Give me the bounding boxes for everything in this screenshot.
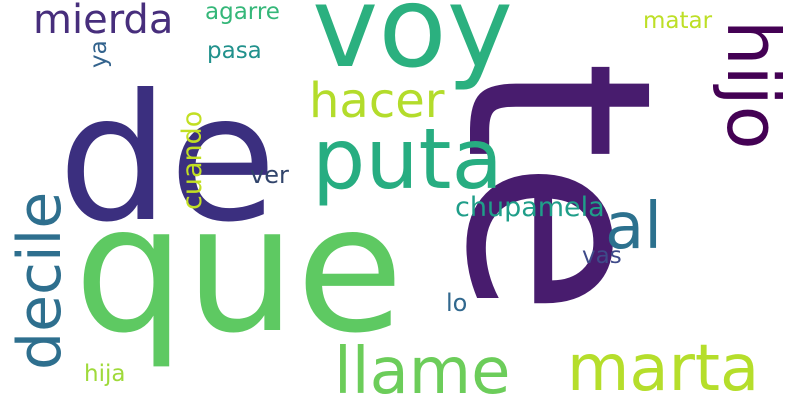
word-que: que — [74, 169, 404, 372]
word-cuando: cuando — [177, 111, 208, 210]
word-pasa: pasa — [207, 38, 262, 64]
word-te: te — [409, 60, 706, 317]
word-matar: matar — [643, 8, 713, 34]
word-marta: marta — [567, 332, 759, 400]
word-llame: llame — [334, 335, 511, 400]
word-hacer: hacer — [309, 73, 445, 129]
word-mierda: mierda — [33, 0, 173, 43]
word-lo: lo — [446, 289, 467, 317]
word-decile: decile — [5, 192, 75, 370]
word-vas: vas — [582, 243, 622, 269]
word-al: al — [605, 190, 662, 264]
word-puta: puta — [312, 110, 503, 208]
word-agarre: agarre — [205, 0, 280, 25]
word-voy: voy — [312, 0, 513, 93]
word-hija: hija — [84, 361, 125, 387]
word-de: de — [58, 58, 277, 261]
word-ver: ver — [250, 161, 289, 189]
word-ya: ya — [86, 40, 112, 68]
word-hijo: hijo — [711, 20, 795, 150]
word-chupamela: chupamela — [455, 192, 605, 223]
